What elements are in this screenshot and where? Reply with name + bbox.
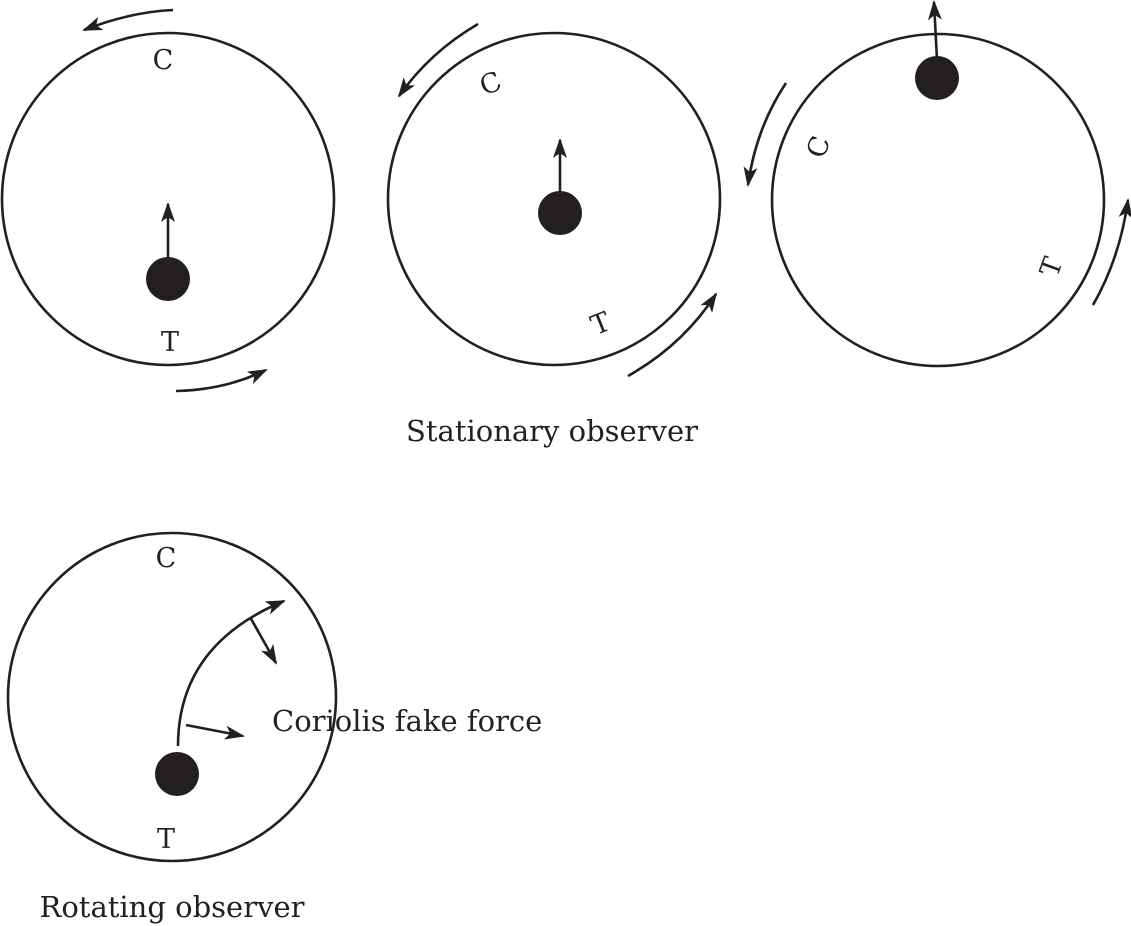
rotation-arrow-top bbox=[397, 22, 479, 98]
thrower-label: T bbox=[161, 327, 179, 358]
ball bbox=[915, 56, 959, 100]
coriolis-force-arrow-upper bbox=[248, 616, 278, 665]
coriolis-force-label: Coriolis fake force bbox=[272, 704, 542, 738]
turntable-circle bbox=[770, 32, 1106, 368]
stationary-frame-2: C T bbox=[386, 22, 722, 378]
curved-path-arrow bbox=[176, 599, 286, 747]
rotation-arrow-left bbox=[743, 82, 788, 187]
ball bbox=[538, 191, 582, 235]
stationary-frame-3: C T bbox=[743, 0, 1131, 368]
ball bbox=[155, 752, 199, 796]
rotation-arrow-bottom bbox=[175, 368, 268, 393]
turntable-circle bbox=[0, 31, 336, 367]
rotation-arrow-bottom bbox=[627, 292, 718, 378]
catcher-label: C bbox=[801, 132, 837, 162]
rotating-frame: C T Coriolis fake force bbox=[6, 531, 542, 863]
coriolis-force-arrow-lower bbox=[185, 723, 245, 740]
rotation-arrow-top bbox=[82, 8, 174, 32]
catcher-label: C bbox=[475, 66, 506, 102]
rotating-observer-caption: Rotating observer bbox=[40, 890, 305, 924]
stationary-observer-caption: Stationary observer bbox=[406, 414, 698, 448]
turntable-circle bbox=[6, 531, 338, 863]
catcher-label: C bbox=[153, 45, 174, 76]
thrower-label: T bbox=[587, 306, 615, 341]
thrower-label: T bbox=[1034, 253, 1069, 281]
turntable-circle bbox=[386, 31, 722, 367]
catcher-label: C bbox=[156, 543, 177, 574]
stationary-frame-1: C T bbox=[0, 8, 336, 393]
ball bbox=[146, 257, 190, 301]
thrower-label: T bbox=[157, 824, 175, 855]
rotation-arrow-right bbox=[1091, 198, 1131, 306]
velocity-arrow bbox=[927, 0, 942, 61]
